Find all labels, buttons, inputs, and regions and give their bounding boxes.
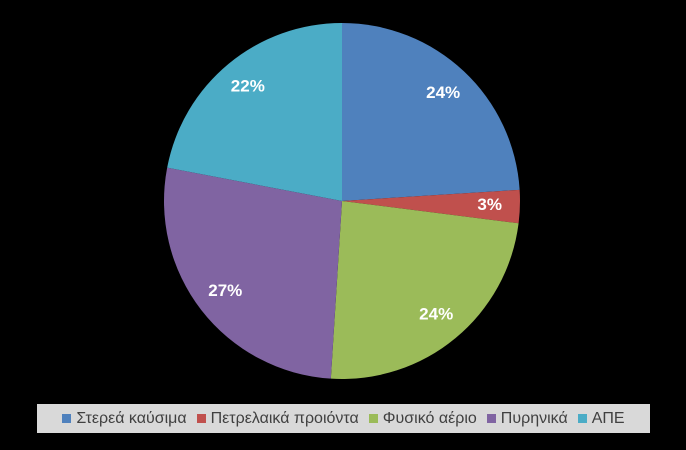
pie-slice [342,189,520,224]
legend-swatch [368,414,378,423]
data-label: 24% [419,304,453,323]
pie-slice [163,167,342,379]
pie-slice [342,23,520,201]
data-label: 24% [426,83,460,102]
pie-slice [167,23,342,201]
data-label: 27% [208,281,242,300]
legend-label: ΑΠΕ [591,409,625,427]
legend-swatch [577,414,587,423]
legend-item: Φυσικό αέριο [368,409,477,428]
legend-swatch [62,414,72,423]
data-label: 22% [231,77,265,96]
legend-item: Στερεά καύσιμα [62,409,187,428]
legend-label: Πετρελαικά προιόντα [210,409,359,427]
legend-item: Πυρηνικά [486,409,568,428]
pie-area: 24% 3% 24% 27% 22% [163,23,520,379]
legend: Στερεά καύσιμα Πετρελαικά προιόντα Φυσικό … [37,404,650,433]
legend-item: ΑΠΕ [577,409,625,428]
pie-slice [330,201,519,379]
legend-label: Πυρηνικά [500,409,568,427]
legend-swatch [196,414,206,423]
legend-label: Φυσικό αέριο [382,409,477,427]
data-label: 3% [477,195,502,214]
legend-label: Στερεά καύσιμα [76,409,187,427]
legend-swatch [486,414,496,423]
legend-item: Πετρελαικά προιόντα [196,409,359,428]
